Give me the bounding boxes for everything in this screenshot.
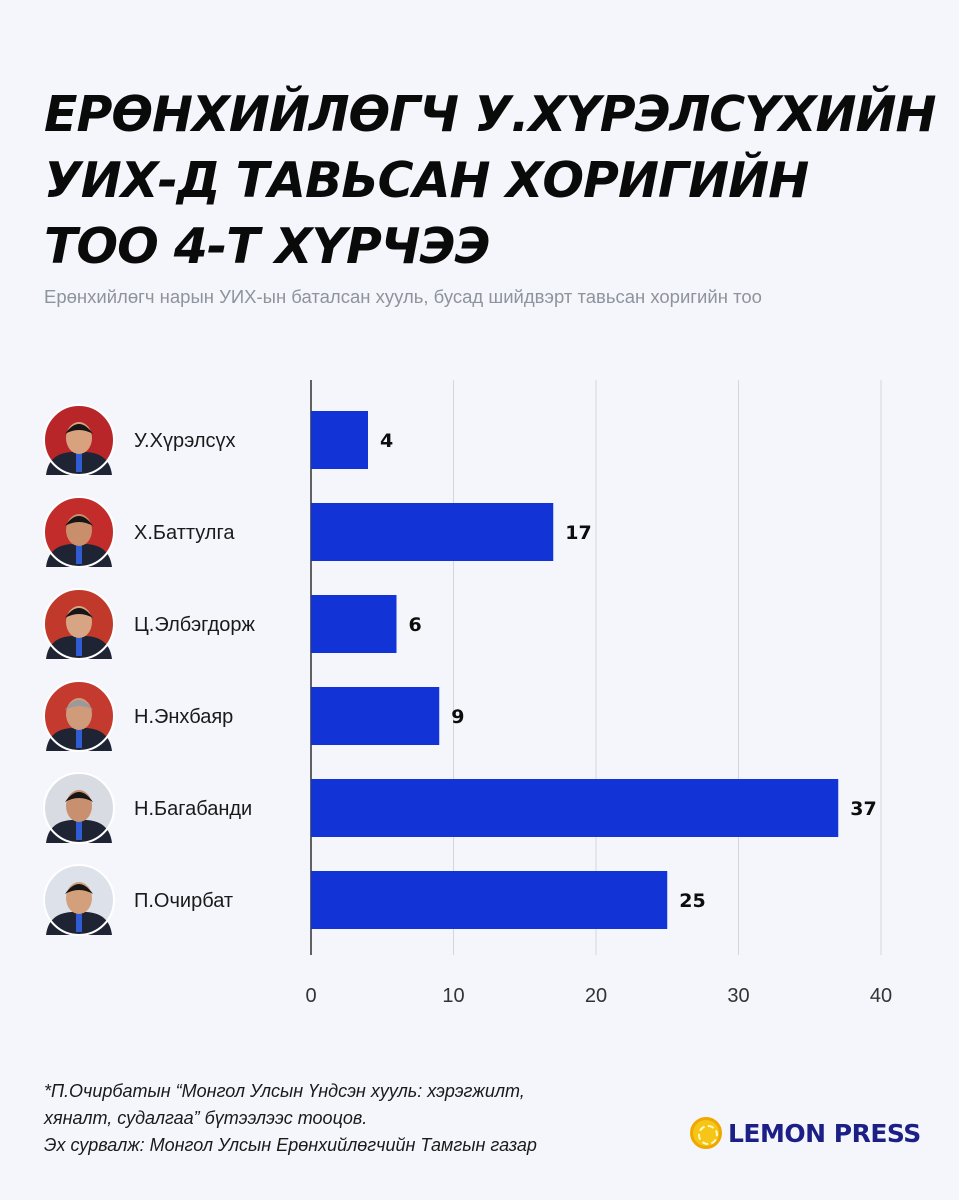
bar-chart: 0 10 20 30 40 У.Хүрэлсүх 4 Х.Баттулга 17 Ц.Элбэгд…: [43, 380, 892, 1007]
page-title: ЕРӨНХИЙЛӨГЧ У.ХҮРЭЛСҮХИЙН УИХ-Д ТАВЬСАН …: [44, 82, 937, 280]
lemon-icon: [690, 1117, 722, 1149]
avatar-tie: [76, 452, 82, 472]
portrait-icon: [43, 864, 115, 936]
x-tick-label: 30: [727, 985, 749, 1007]
avatar-tie: [76, 912, 82, 932]
x-tick-label: 40: [870, 985, 892, 1007]
footnote-line: хяналт, судалгаа” бүтээлээс тооцов.: [44, 1108, 368, 1128]
title-line: ЕРӨНХИЙЛӨГЧ У.ХҮРЭЛСҮХИЙН: [44, 86, 937, 143]
category-label: П.Очирбат: [134, 890, 233, 912]
category-label: У.Хүрэлсүх: [134, 430, 236, 452]
avatar-hair: [65, 516, 93, 526]
bar-value-label: 37: [850, 798, 876, 820]
avatar-tie: [76, 728, 82, 748]
bar: [311, 687, 440, 745]
bar: [311, 503, 554, 561]
avatar-hair: [65, 608, 93, 618]
avatar-tie: [76, 636, 82, 656]
category-label: Ц.Элбэгдорж: [134, 614, 255, 636]
portrait-icon: [43, 404, 115, 476]
bar-value-label: 4: [380, 430, 393, 452]
footnote: *П.Очирбатын “Монгол Улсын Үндсэн хууль:…: [44, 1078, 684, 1159]
x-tick-label: 20: [585, 985, 607, 1007]
bar: [311, 779, 839, 837]
bar: [311, 595, 397, 653]
portrait-icon: [43, 588, 115, 660]
avatar-hair: [65, 792, 93, 802]
title-line: ТОО 4-Т ХҮРЧЭЭ: [44, 218, 490, 275]
category-label: Н.Багабанди: [134, 798, 252, 820]
avatar-tie: [76, 544, 82, 564]
logo-text: LEMON PRESS: [728, 1118, 921, 1148]
bar: [311, 411, 368, 469]
avatar-hair: [65, 700, 93, 710]
x-tick-label: 0: [305, 985, 316, 1007]
x-tick-label: 10: [442, 985, 464, 1007]
bar-value-label: 25: [679, 890, 705, 912]
avatar-hair: [65, 424, 93, 434]
avatar-tie: [76, 820, 82, 840]
bar-value-label: 6: [409, 614, 422, 636]
portrait-icon: [43, 680, 115, 752]
portrait-icon: [43, 772, 115, 844]
bar-value-label: 9: [451, 706, 464, 728]
subtitle: Ерөнхийлөгч нарын УИХ-ын баталсан хууль,…: [44, 286, 762, 307]
category-label: Х.Баттулга: [134, 522, 235, 544]
portrait-icon: [43, 496, 115, 568]
bar-value-label: 17: [565, 522, 591, 544]
lemon-press-logo: LEMON PRESS: [690, 1117, 921, 1149]
footnote-line: *П.Очирбатын “Монгол Улсын Үндсэн хууль:…: [44, 1081, 525, 1101]
bar: [311, 871, 668, 929]
avatar-hair: [65, 884, 93, 894]
source-line: Эх сурвалж: Монгол Улсын Ерөнхийлөгчийн …: [44, 1135, 537, 1155]
category-label: Н.Энхбаяр: [134, 706, 233, 728]
title-line: УИХ-Д ТАВЬСАН ХОРИГИЙН: [44, 152, 809, 209]
